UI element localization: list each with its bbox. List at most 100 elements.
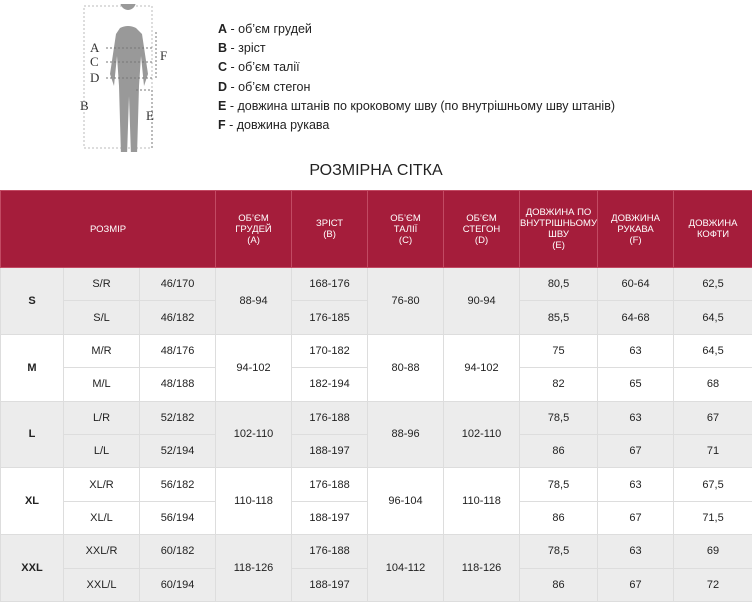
jacket-cell: 68 (674, 368, 752, 401)
height-cell: 188-197 (292, 501, 368, 534)
legend-letter: B (218, 41, 227, 55)
height-cell: 182-194 (292, 368, 368, 401)
waist-cell: 76-80 (368, 268, 444, 335)
chest-cell: 94-102 (216, 334, 292, 401)
inseam-cell: 78,5 (520, 535, 598, 568)
size-cell: M (1, 334, 64, 401)
header-line: ЗРІСТ (292, 218, 367, 229)
jacket-cell: 67,5 (674, 468, 752, 501)
jacket-cell: 64,5 (674, 301, 752, 334)
header-line: ДОВЖИНА ПО (520, 207, 597, 218)
legend-text: - довжина штанів по кроковому шву (по вн… (230, 99, 615, 113)
sleeve-cell: 63 (598, 535, 674, 568)
header-cell: РОЗМІР (1, 191, 216, 268)
header-line: ВНУТРІШНЬОМУ (520, 218, 597, 229)
height-cell: 176-188 (292, 468, 368, 501)
inseam-cell: 86 (520, 501, 598, 534)
num-cell: 56/182 (140, 468, 216, 501)
legend-letter: E (218, 99, 226, 113)
code-cell: S/R (64, 268, 140, 301)
header-line: ТАЛІЇ (368, 224, 443, 235)
header-line: ОБ’ЄМ (216, 213, 291, 224)
legend-item: E - довжина штанів по кроковому шву (по … (218, 97, 615, 116)
header-line: (F) (598, 235, 673, 246)
header-line: РУКАВА (598, 224, 673, 235)
code-cell: L/R (64, 401, 140, 434)
code-cell: XL/L (64, 501, 140, 534)
legend-letter: D (218, 80, 227, 94)
code-cell: M/L (64, 368, 140, 401)
num-cell: 52/182 (140, 401, 216, 434)
inseam-cell: 82 (520, 368, 598, 401)
figure-label: B (80, 98, 89, 113)
num-cell: 60/194 (140, 568, 216, 601)
chest-cell: 110-118 (216, 468, 292, 535)
waist-cell: 88-96 (368, 401, 444, 468)
sleeve-cell: 67 (598, 568, 674, 601)
hips-cell: 94-102 (444, 334, 520, 401)
figure-label: F (160, 48, 167, 63)
legend-text: - об’єм талії (231, 60, 300, 74)
figure-label: E (146, 108, 154, 123)
header-line: (B) (292, 229, 367, 240)
hips-cell: 90-94 (444, 268, 520, 335)
header-line: ОБ’ЄМ (368, 213, 443, 224)
code-cell: S/L (64, 301, 140, 334)
height-cell: 176-188 (292, 401, 368, 434)
inseam-cell: 80,5 (520, 268, 598, 301)
jacket-cell: 71,5 (674, 501, 752, 534)
height-cell: 188-197 (292, 568, 368, 601)
size-cell: L (1, 401, 64, 468)
jacket-cell: 71 (674, 434, 752, 467)
num-cell: 52/194 (140, 434, 216, 467)
hips-cell: 102-110 (444, 401, 520, 468)
inseam-cell: 75 (520, 334, 598, 367)
jacket-cell: 62,5 (674, 268, 752, 301)
header-line: СТЕГОН (444, 224, 519, 235)
legend-text: - довжина рукава (229, 118, 329, 132)
size-cell: S (1, 268, 64, 335)
figure-label: C (90, 54, 99, 69)
chest-cell: 102-110 (216, 401, 292, 468)
num-cell: 48/188 (140, 368, 216, 401)
waist-cell: 104-112 (368, 535, 444, 602)
code-cell: L/L (64, 434, 140, 467)
header-line: ГРУДЕЙ (216, 224, 291, 235)
height-cell: 168-176 (292, 268, 368, 301)
height-cell: 170-182 (292, 334, 368, 367)
waist-cell: 80-88 (368, 334, 444, 401)
inseam-cell: 85,5 (520, 301, 598, 334)
figure-label: A (90, 40, 100, 55)
sleeve-cell: 63 (598, 468, 674, 501)
header-line: ДОВЖИНА (598, 213, 673, 224)
sleeve-cell: 67 (598, 434, 674, 467)
waist-cell: 96-104 (368, 468, 444, 535)
size-cell: XXL (1, 535, 64, 602)
inseam-cell: 78,5 (520, 468, 598, 501)
code-cell: XXL/L (64, 568, 140, 601)
header-line: (E) (520, 240, 597, 251)
hips-cell: 118-126 (444, 535, 520, 602)
header-line: (D) (444, 235, 519, 246)
inseam-cell: 86 (520, 434, 598, 467)
header-line: РОЗМІР (1, 224, 215, 235)
legend-item: B - зріст (218, 39, 615, 58)
inseam-cell: 86 (520, 568, 598, 601)
legend-text: - об’єм стегон (231, 80, 311, 94)
legend-item: D - об’єм стегон (218, 78, 615, 97)
sleeve-cell: 63 (598, 334, 674, 367)
header-line: (C) (368, 235, 443, 246)
num-cell: 46/170 (140, 268, 216, 301)
size-cell: XL (1, 468, 64, 535)
